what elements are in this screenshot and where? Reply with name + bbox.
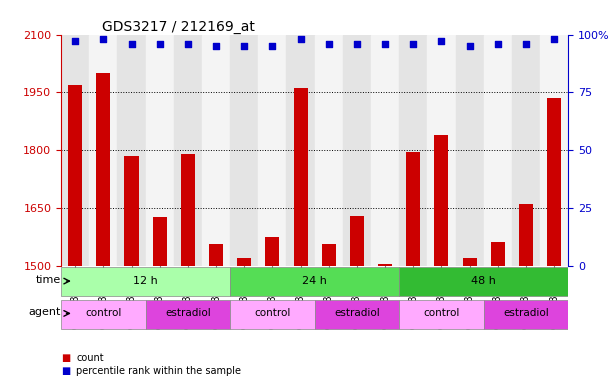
- Bar: [237, 258, 251, 266]
- Bar: [181, 154, 195, 266]
- Point: [240, 43, 249, 49]
- Bar: [61, 35, 89, 266]
- Bar: [258, 35, 287, 266]
- Bar: [230, 300, 315, 329]
- Bar: [519, 204, 533, 266]
- Text: count: count: [76, 353, 104, 363]
- Bar: [174, 35, 202, 266]
- Point: [521, 41, 531, 47]
- Text: control: control: [254, 308, 291, 318]
- Bar: [145, 35, 174, 266]
- Text: 24 h: 24 h: [302, 276, 327, 286]
- Point: [155, 41, 164, 47]
- Point: [549, 36, 559, 42]
- Text: control: control: [85, 308, 122, 318]
- Bar: [202, 35, 230, 266]
- Text: ■: ■: [61, 353, 70, 363]
- Bar: [153, 217, 167, 266]
- Bar: [117, 35, 145, 266]
- Text: agent: agent: [29, 308, 61, 318]
- Bar: [315, 300, 399, 329]
- Text: 12 h: 12 h: [133, 276, 158, 286]
- Bar: [89, 35, 117, 266]
- Text: time: time: [36, 275, 61, 285]
- Point: [183, 41, 193, 47]
- Bar: [484, 300, 568, 329]
- Text: estradiol: estradiol: [503, 308, 549, 318]
- Bar: [484, 35, 512, 266]
- Point: [268, 43, 277, 49]
- Bar: [540, 35, 568, 266]
- Point: [98, 36, 108, 42]
- Bar: [209, 244, 223, 266]
- Point: [380, 41, 390, 47]
- Bar: [491, 242, 505, 266]
- Bar: [406, 152, 420, 266]
- Bar: [427, 35, 456, 266]
- Point: [211, 43, 221, 49]
- Bar: [125, 156, 139, 266]
- Bar: [61, 267, 230, 296]
- Bar: [456, 35, 484, 266]
- Bar: [265, 237, 279, 266]
- Point: [296, 36, 306, 42]
- Bar: [399, 35, 427, 266]
- Text: 48 h: 48 h: [471, 276, 496, 286]
- Bar: [378, 264, 392, 266]
- Text: ■: ■: [61, 366, 70, 376]
- Text: percentile rank within the sample: percentile rank within the sample: [76, 366, 241, 376]
- Bar: [512, 35, 540, 266]
- Bar: [350, 215, 364, 266]
- Bar: [399, 300, 484, 329]
- Bar: [315, 35, 343, 266]
- Bar: [399, 267, 568, 296]
- Bar: [97, 73, 111, 266]
- Bar: [61, 300, 145, 329]
- Point: [70, 38, 80, 45]
- Point: [126, 41, 136, 47]
- Point: [352, 41, 362, 47]
- Bar: [145, 300, 230, 329]
- Text: estradiol: estradiol: [165, 308, 211, 318]
- Point: [324, 41, 334, 47]
- Bar: [230, 35, 258, 266]
- Text: GDS3217 / 212169_at: GDS3217 / 212169_at: [101, 20, 255, 33]
- Bar: [68, 84, 82, 266]
- Bar: [322, 244, 336, 266]
- Point: [408, 41, 418, 47]
- Point: [436, 38, 446, 45]
- Point: [493, 41, 503, 47]
- Point: [465, 43, 475, 49]
- Text: estradiol: estradiol: [334, 308, 380, 318]
- Bar: [371, 35, 399, 266]
- Bar: [343, 35, 371, 266]
- Bar: [434, 135, 448, 266]
- Bar: [287, 35, 315, 266]
- Bar: [293, 88, 307, 266]
- Bar: [230, 267, 399, 296]
- Bar: [463, 258, 477, 266]
- Bar: [547, 98, 561, 266]
- Text: control: control: [423, 308, 459, 318]
